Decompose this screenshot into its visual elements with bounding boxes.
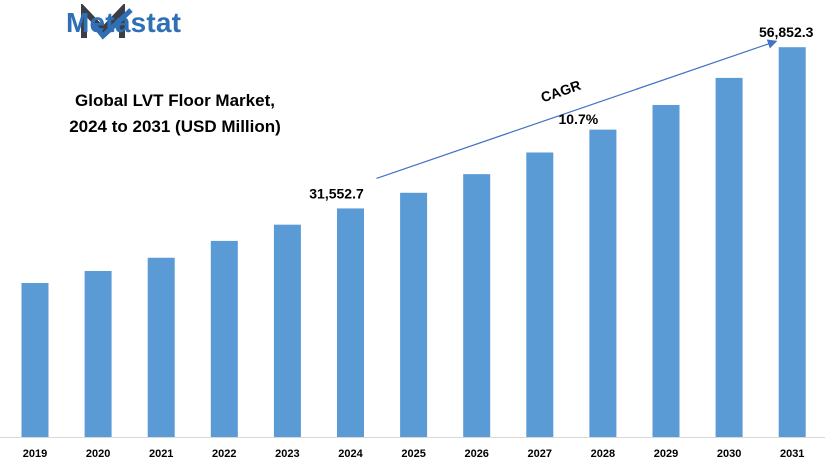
bar-2024: [337, 208, 364, 437]
x-tick-label-2020: 2020: [86, 448, 110, 460]
x-tick-label-2023: 2023: [275, 448, 299, 460]
chart-title-line1: Global LVT Floor Market,: [75, 91, 275, 110]
bar-2026: [463, 174, 491, 437]
bar-2030: [715, 77, 743, 438]
chart-title-line2: 2024 to 2031 (USD Million): [69, 117, 281, 136]
cagr-value: 10.7%: [558, 111, 598, 127]
x-tick-label-2029: 2029: [654, 448, 678, 460]
x-tick-label-2031: 2031: [780, 448, 804, 460]
x-tick-label-2028: 2028: [591, 448, 615, 460]
bar-2022: [210, 240, 238, 437]
chart-title: Global LVT Floor Market, 2024 to 2031 (U…: [40, 88, 310, 140]
bar-2028: [589, 129, 617, 437]
bar-2025: [400, 192, 428, 437]
data-label-2024: 31,552.7: [309, 185, 364, 201]
bar-2023: [273, 224, 301, 437]
bar-2027: [526, 152, 554, 437]
x-tick-label-2027: 2027: [528, 448, 552, 460]
bar-2021: [147, 257, 175, 437]
brand-name: Metastat: [66, 7, 182, 38]
bar-2031: [778, 47, 806, 438]
x-tick-label-2024: 2024: [338, 448, 363, 460]
bar-2019: [21, 283, 49, 437]
x-tick-label-2019: 2019: [23, 448, 47, 460]
x-tick-label-2022: 2022: [212, 448, 236, 460]
data-label-2031: 56,852.3: [759, 24, 814, 40]
x-tick-label-2030: 2030: [717, 448, 741, 460]
bar-2020: [84, 270, 112, 437]
x-tick-label-2025: 2025: [401, 448, 425, 460]
x-tick-label-2026: 2026: [464, 448, 488, 460]
x-tick-label-2021: 2021: [149, 448, 173, 460]
metastat-logo-icon: [81, 4, 133, 40]
cagr-arrow: [376, 39, 778, 179]
cagr-label: CAGR: [539, 77, 583, 106]
bar-2029: [652, 104, 680, 438]
